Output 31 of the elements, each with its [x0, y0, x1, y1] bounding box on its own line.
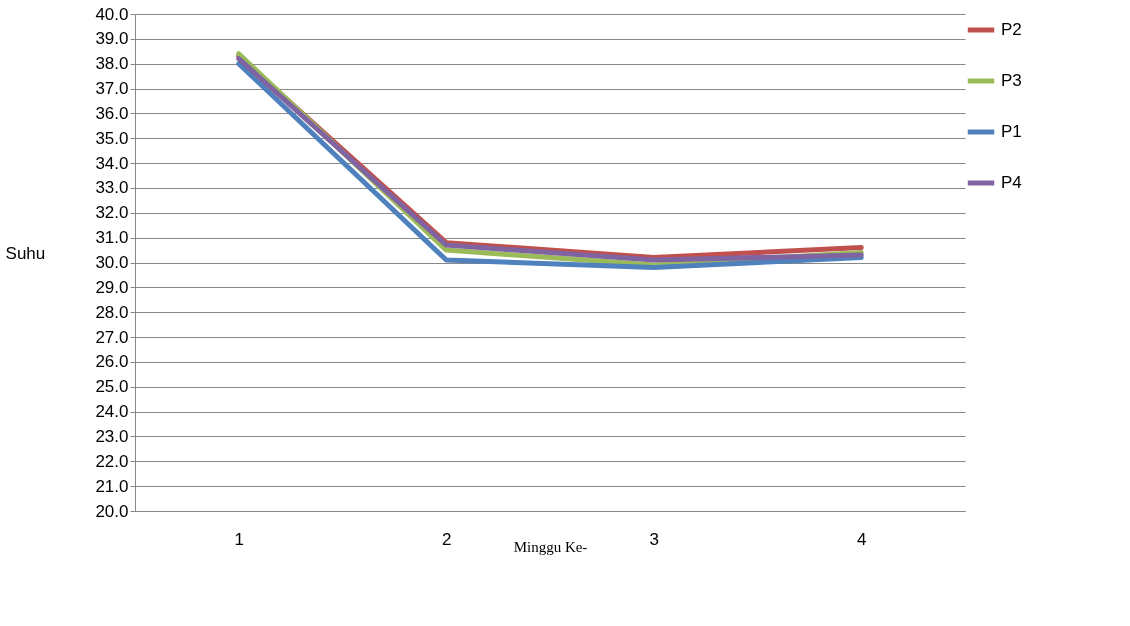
legend-label: P2: [1001, 20, 1022, 39]
y-tick-label: 25.0: [95, 377, 129, 397]
y-tick-label: 20.0: [95, 501, 129, 521]
y-tick-label: 30.0: [95, 253, 129, 272]
y-tick-label: 28.0: [95, 302, 129, 322]
y-tick-label: 40.0: [95, 4, 129, 24]
y-tick-label: 37.0: [95, 79, 129, 99]
y-tick-label: 38.0: [95, 54, 129, 74]
x-tick-label: 3: [649, 529, 659, 549]
x-tick-label: 4: [857, 529, 867, 549]
y-tick-label: 29.0: [95, 277, 129, 297]
y-tick-label: 33.0: [95, 178, 129, 198]
x-tick-label: 1: [234, 529, 244, 549]
y-tick-label: 31.0: [95, 228, 129, 248]
y-tick-label: 26.0: [95, 352, 129, 372]
y-tick-label: 21.0: [95, 476, 129, 496]
y-tick-label: 24.0: [95, 402, 129, 422]
y-tick-label: 27.0: [95, 327, 129, 347]
x-tick-label: 2: [442, 529, 452, 549]
y-tick-label: 23.0: [95, 426, 129, 446]
x-axis-title: Minggu Ke-: [513, 538, 588, 555]
y-tick-label: 39.0: [95, 29, 129, 49]
y-tick-label: 35.0: [95, 128, 129, 148]
y-axis-title: Suhu: [5, 244, 46, 263]
y-tick-label: 34.0: [95, 153, 129, 173]
legend-label: P3: [1001, 71, 1022, 90]
legend-label: P1: [1001, 122, 1022, 141]
y-tick-label: 22.0: [95, 451, 129, 471]
y-tick-label: 32.0: [95, 203, 129, 223]
legend-label: P4: [1001, 173, 1022, 192]
y-tick-label: 36.0: [95, 103, 129, 123]
